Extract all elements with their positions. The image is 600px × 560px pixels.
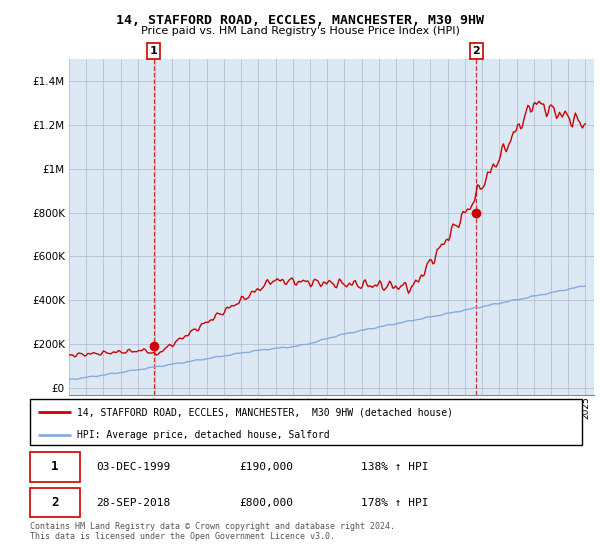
Text: Price paid vs. HM Land Registry's House Price Index (HPI): Price paid vs. HM Land Registry's House … — [140, 26, 460, 36]
Text: 178% ↑ HPI: 178% ↑ HPI — [361, 498, 428, 507]
Text: £800,000: £800,000 — [240, 498, 294, 507]
Text: Contains HM Land Registry data © Crown copyright and database right 2024.
This d: Contains HM Land Registry data © Crown c… — [30, 522, 395, 542]
Text: 138% ↑ HPI: 138% ↑ HPI — [361, 462, 428, 472]
Text: £190,000: £190,000 — [240, 462, 294, 472]
FancyBboxPatch shape — [30, 488, 80, 517]
Text: HPI: Average price, detached house, Salford: HPI: Average price, detached house, Salf… — [77, 430, 329, 440]
Text: 14, STAFFORD ROAD, ECCLES, MANCHESTER,  M30 9HW (detached house): 14, STAFFORD ROAD, ECCLES, MANCHESTER, M… — [77, 407, 453, 417]
Text: 28-SEP-2018: 28-SEP-2018 — [96, 498, 170, 507]
Text: 03-DEC-1999: 03-DEC-1999 — [96, 462, 170, 472]
Text: 2: 2 — [51, 496, 59, 509]
Text: 14, STAFFORD ROAD, ECCLES, MANCHESTER, M30 9HW: 14, STAFFORD ROAD, ECCLES, MANCHESTER, M… — [116, 14, 484, 27]
Text: 1: 1 — [150, 46, 158, 56]
Text: 1: 1 — [51, 460, 59, 473]
Text: 2: 2 — [473, 46, 480, 56]
FancyBboxPatch shape — [30, 452, 80, 482]
